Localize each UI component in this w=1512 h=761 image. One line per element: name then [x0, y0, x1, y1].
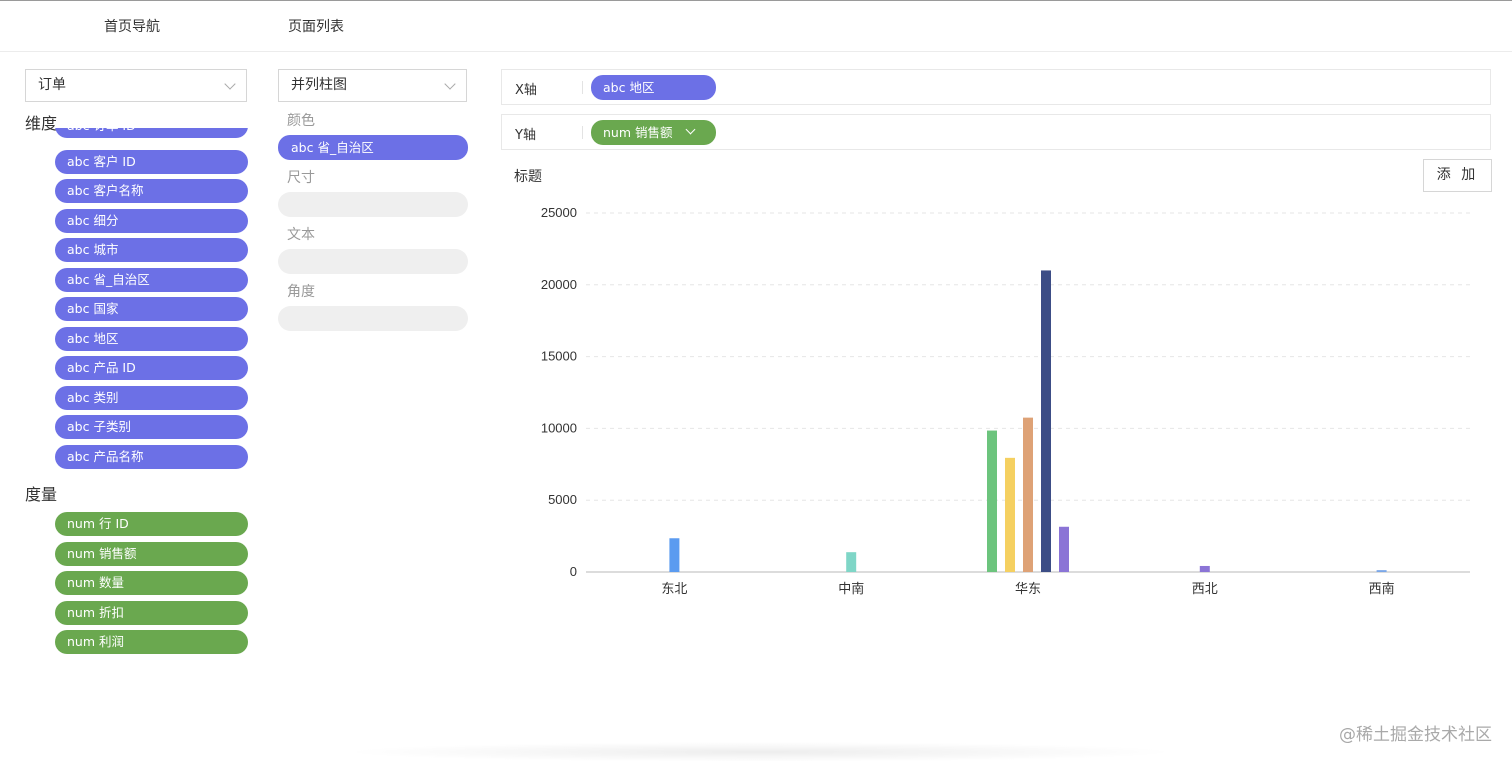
- x-tick-label: 东北: [661, 581, 687, 596]
- measure-field[interactable]: num 行 ID: [55, 512, 248, 536]
- dimension-field[interactable]: abc 客户名称: [55, 179, 248, 203]
- table-select[interactable]: 订单: [25, 69, 247, 102]
- y-axis-label: Y轴: [515, 128, 536, 143]
- x-tick-label: 西北: [1192, 581, 1218, 596]
- measure-field[interactable]: num 数量: [55, 571, 248, 595]
- add-button[interactable]: 添 加: [1423, 159, 1492, 192]
- x-axis-field[interactable]: abc 地区: [591, 75, 716, 100]
- bar: [669, 538, 680, 572]
- dimension-field[interactable]: abc 产品名称: [55, 445, 248, 469]
- text-slot[interactable]: [278, 249, 468, 274]
- dimension-field[interactable]: abc 城市: [55, 238, 248, 262]
- chart-title-label: 标题: [514, 169, 542, 185]
- bottom-shadow: [340, 742, 1180, 761]
- bar: [1005, 457, 1015, 572]
- x-tick-label: 中南: [838, 581, 864, 596]
- dimension-field[interactable]: abc 省_自治区: [55, 268, 248, 292]
- x-axis-label: X轴: [515, 83, 537, 98]
- divider: [582, 81, 583, 94]
- dimension-field[interactable]: abc 客户 ID: [55, 150, 248, 174]
- top-nav: 首页导航 页面列表: [0, 1, 1512, 52]
- bar: [1023, 417, 1033, 572]
- measure-field[interactable]: num 销售额: [55, 542, 248, 566]
- dimension-field[interactable]: abc 国家: [55, 297, 248, 321]
- chevron-down-icon: [224, 78, 236, 90]
- y-tick-label: 20000: [541, 277, 577, 292]
- bar-chart: 0 5000 10000 15000 20000 25000 东北 中南 华东 西北 西南: [541, 205, 1470, 596]
- color-label: 颜色: [287, 113, 315, 129]
- divider: [582, 126, 583, 139]
- dimensions-title: 维度: [25, 114, 58, 133]
- size-label: 尺寸: [287, 170, 315, 186]
- angle-slot[interactable]: [278, 306, 468, 331]
- dimension-field[interactable]: abc 产品 ID: [55, 356, 248, 380]
- y-tick-label: 15000: [541, 349, 577, 364]
- text-label: 文本: [287, 227, 315, 243]
- x-tick-label: 西南: [1369, 581, 1395, 596]
- y-tick-label: 25000: [541, 205, 577, 220]
- chevron-down-icon[interactable]: [685, 124, 696, 135]
- x-axis-shelf[interactable]: X轴 abc 地区: [501, 69, 1491, 105]
- measures-title: 度量: [25, 485, 58, 504]
- dimension-field[interactable]: abc 地区: [55, 327, 248, 351]
- y-tick-label: 10000: [541, 420, 577, 435]
- watermark: @稀土掘金技术社区: [1339, 725, 1492, 745]
- chart-type-select[interactable]: 并列柱图: [278, 69, 467, 102]
- y-axis-field[interactable]: num 销售额: [591, 120, 716, 145]
- chevron-down-icon: [444, 78, 456, 90]
- measure-field[interactable]: num 利润: [55, 630, 248, 654]
- dimension-field[interactable]: abc 子类别: [55, 415, 248, 439]
- nav-pages-link[interactable]: 页面列表: [288, 19, 344, 35]
- dimension-field[interactable]: abc 类别: [55, 386, 248, 410]
- x-tick-label: 华东: [1015, 581, 1041, 596]
- chart-type-value: 并列柱图: [291, 77, 347, 93]
- measure-field[interactable]: num 折扣: [55, 601, 248, 625]
- y-tick-label: 0: [570, 564, 577, 579]
- bar: [1059, 526, 1069, 572]
- measure-list: num 行 ID num 销售额 num 数量 num 折扣 num 利润: [55, 512, 249, 662]
- bar: [987, 430, 997, 572]
- color-field[interactable]: abc 省_自治区: [278, 135, 468, 160]
- bar: [846, 552, 857, 572]
- dimension-field[interactable]: abc 订单 ID: [55, 128, 248, 138]
- table-select-value: 订单: [38, 77, 66, 93]
- nav-home-link[interactable]: 首页导航: [104, 19, 160, 35]
- dimension-field[interactable]: abc 细分: [55, 209, 248, 233]
- y-axis-field-label: num 销售额: [603, 125, 673, 140]
- bar: [1376, 570, 1387, 572]
- bar: [1041, 270, 1051, 572]
- angle-label: 角度: [287, 284, 315, 300]
- y-tick-label: 5000: [548, 492, 577, 507]
- bar: [1199, 565, 1210, 572]
- color-slot[interactable]: abc 省_自治区: [278, 135, 468, 160]
- size-slot[interactable]: [278, 192, 468, 217]
- y-axis-shelf[interactable]: Y轴 num 销售额: [501, 114, 1491, 150]
- dimension-list: abc 订单 ID abc 客户 ID abc 客户名称 abc 细分 abc …: [55, 128, 249, 470]
